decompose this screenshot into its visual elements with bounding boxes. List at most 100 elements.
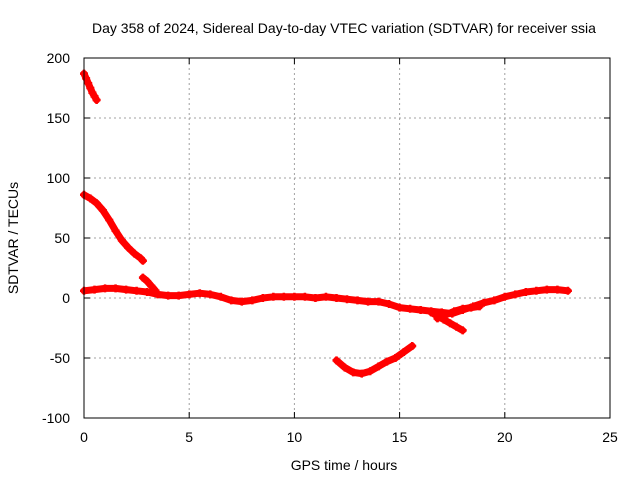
data-point [269, 292, 278, 301]
series-1 [80, 69, 101, 104]
data-point [124, 243, 133, 252]
y-axis-label: SDTVAR / TECUs [5, 182, 21, 294]
data-point [399, 348, 408, 356]
data-point [185, 290, 194, 299]
series-6 [433, 302, 484, 323]
data-point [553, 285, 562, 294]
data-point [490, 296, 499, 305]
data-point [90, 285, 99, 294]
y-tick-label: 0 [62, 290, 70, 306]
data-point [441, 310, 450, 319]
data-point [311, 294, 320, 302]
data-point [248, 296, 257, 305]
x-axis-label: GPS time / hours [291, 457, 398, 473]
data-point [82, 74, 91, 83]
x-tick-label: 5 [185, 429, 193, 445]
data-point [349, 368, 358, 377]
data-point [195, 289, 204, 298]
data-point [511, 290, 520, 299]
data-point [450, 307, 459, 316]
data-layer [80, 69, 572, 378]
data-point [86, 194, 95, 203]
data-point [467, 303, 476, 312]
data-point [542, 285, 551, 294]
x-tick-label: 15 [392, 429, 408, 445]
data-point [427, 308, 436, 317]
data-point [122, 285, 131, 294]
series-trace [139, 274, 160, 295]
data-point [138, 273, 147, 282]
data-point [382, 357, 391, 366]
data-point [206, 290, 215, 299]
y-tick-label: 50 [54, 230, 70, 246]
series-2 [80, 190, 147, 265]
data-point [321, 292, 330, 301]
data-point [563, 286, 572, 295]
data-point [406, 304, 415, 313]
series-trace [332, 342, 416, 378]
data-point [258, 294, 267, 302]
data-point [300, 292, 309, 301]
x-axis-ticks: 0 5 10 15 20 25 [80, 58, 618, 445]
data-point [385, 300, 394, 308]
data-point [332, 294, 341, 302]
data-point [391, 354, 400, 362]
data-point [374, 362, 383, 371]
data-point [357, 369, 366, 378]
data-point [532, 286, 541, 295]
data-point [452, 322, 461, 331]
y-axis-ticks: -100 -50 0 50 100 150 200 [42, 50, 610, 426]
data-point [143, 288, 152, 296]
data-point [433, 314, 442, 323]
data-point [366, 367, 375, 376]
series-4 [138, 273, 160, 295]
series-3 [80, 284, 572, 318]
data-point [343, 295, 351, 304]
data-point [130, 249, 139, 258]
data-point [138, 256, 147, 265]
data-point [416, 306, 425, 314]
x-tick-label: 10 [287, 429, 303, 445]
data-point [101, 284, 110, 293]
data-point [216, 292, 225, 301]
x-tick-label: 25 [602, 429, 618, 445]
data-point [105, 216, 114, 224]
data-point [117, 236, 126, 245]
data-point [279, 292, 288, 301]
data-point [353, 296, 362, 305]
data-point [174, 291, 183, 300]
y-tick-label: -100 [42, 410, 70, 426]
data-point [458, 304, 467, 313]
x-tick-label: 20 [497, 429, 513, 445]
data-point [458, 326, 467, 335]
grid [84, 58, 610, 418]
data-point [86, 84, 95, 92]
y-tick-label: 100 [47, 170, 71, 186]
data-point [290, 292, 299, 301]
data-point [446, 319, 455, 328]
data-point [332, 356, 341, 365]
data-point [475, 302, 484, 311]
plot-frame [83, 57, 611, 419]
y-tick-label: -50 [50, 350, 70, 366]
data-point [364, 297, 373, 306]
data-point [92, 96, 101, 104]
data-point [479, 298, 488, 307]
data-point [500, 292, 509, 301]
data-point [92, 199, 101, 208]
data-point [340, 363, 349, 372]
data-point [84, 79, 93, 88]
data-point [521, 288, 530, 296]
y-tick-label: 150 [47, 110, 71, 126]
chart-title: Day 358 of 2024, Sidereal Day-to-day VTE… [92, 20, 596, 36]
data-point [237, 297, 246, 306]
data-point [151, 286, 160, 295]
series-7 [332, 342, 417, 378]
data-point [408, 342, 417, 350]
x-tick-label: 0 [80, 429, 88, 445]
data-point [147, 282, 156, 290]
data-point [374, 297, 383, 306]
data-point [143, 277, 152, 286]
data-point [132, 286, 141, 295]
